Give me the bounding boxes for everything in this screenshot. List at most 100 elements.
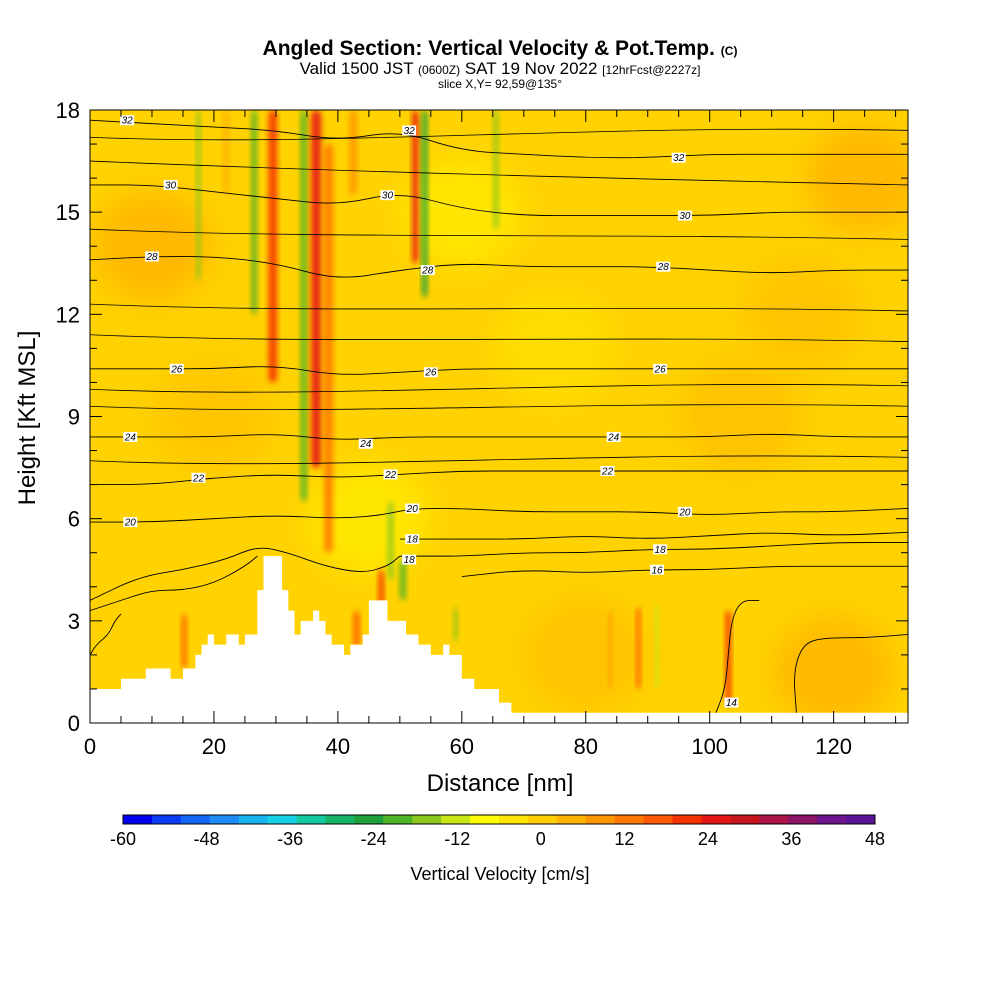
contour-label-bg	[677, 506, 692, 517]
colorbar-swatch	[614, 815, 645, 824]
contour-label-bg	[358, 438, 373, 449]
contour-label-bg	[402, 125, 417, 136]
y-tick-label: 0	[68, 711, 80, 736]
y-tick-label: 18	[56, 98, 80, 123]
velocity-column	[223, 110, 230, 196]
colorbar-tick-label: -36	[277, 829, 303, 849]
colorbar-label: Vertical Velocity [cm/s]	[410, 864, 589, 884]
chart-subtitle: Valid 1500 JST (0600Z) SAT 19 Nov 2022 […	[0, 60, 1000, 79]
contour-label-text: 28	[657, 262, 670, 273]
x-tick-label: 20	[202, 734, 226, 759]
colorbar-tick-label: -60	[110, 829, 136, 849]
theta-contour-26	[90, 366, 908, 375]
contour-label-bg	[671, 152, 686, 163]
colorbar-tick-label: -12	[444, 829, 470, 849]
velocity-column	[421, 110, 428, 298]
contour-label-text: 20	[124, 518, 137, 529]
chart-title-main: Angled Section: Vertical Velocity & Pot.…	[262, 37, 715, 60]
subtitle-forecast-info: [12hrFcst@2227z]	[602, 63, 701, 77]
x-tick-label: 100	[691, 734, 728, 759]
velocity-column	[324, 144, 333, 553]
y-tick-label: 9	[68, 405, 80, 430]
colorbar-swatch	[238, 815, 269, 824]
y-axis-label: Height [Kft MSL]	[14, 331, 41, 506]
x-tick-label: 0	[84, 734, 96, 759]
contour-label-bg	[144, 251, 159, 262]
colorbar-swatch	[788, 815, 818, 824]
velocity-column	[349, 110, 358, 196]
contour-label-bg	[402, 554, 417, 565]
theta-contour-14	[715, 599, 760, 713]
contour-label-bg	[405, 503, 420, 514]
x-axis: 0 20 40 60 80 100 120	[84, 110, 897, 759]
field-blob	[91, 191, 212, 302]
velocity-column	[311, 110, 322, 468]
velocity-column	[196, 110, 201, 281]
x-tick-label: 80	[574, 734, 598, 759]
x-tick-label: 120	[815, 734, 852, 759]
field-blob	[680, 361, 801, 472]
theta-contour-minor	[90, 160, 908, 186]
contour-label-bg	[420, 265, 435, 276]
field-blobs	[91, 123, 908, 723]
velocity-column	[493, 110, 499, 230]
colorbar-swatch	[759, 815, 789, 824]
contour-label: 24	[606, 431, 621, 443]
colorbar-swatch	[730, 815, 760, 824]
colorbar-swatch	[412, 815, 442, 824]
contour-label: 14	[724, 697, 739, 709]
y-axis: 0 3 6 9 12 15 18	[56, 98, 908, 736]
contour-label-bg	[724, 697, 739, 708]
terrain	[90, 556, 908, 723]
contour-label-text: 32	[673, 153, 685, 164]
contour-label-bg	[653, 544, 668, 555]
contour-label-text: 22	[384, 470, 397, 481]
contour-label-bg	[653, 363, 668, 374]
contour-label-text: 26	[170, 364, 183, 375]
contour-label-text: 28	[145, 252, 158, 263]
contour-label: 32	[402, 125, 417, 137]
contour-label-text: 20	[678, 507, 691, 518]
colorbar-swatch	[701, 815, 731, 824]
contour-label-text: 30	[165, 180, 177, 191]
colorbar-tick-label: 24	[698, 829, 718, 849]
field-blob	[401, 157, 522, 268]
contour-label: 28	[656, 261, 671, 273]
slice-label: slice X,Y= 92,59@135°	[437, 77, 563, 91]
theta-contour-22	[90, 470, 908, 486]
velocity-column	[251, 110, 258, 315]
contour-label: 32	[671, 152, 686, 164]
colorbar-swatch	[672, 815, 702, 824]
field-blob	[742, 259, 863, 370]
theta-contour-minor	[90, 228, 908, 240]
colorbar-swatch	[643, 815, 674, 824]
velocity-column	[453, 607, 458, 642]
colorbar-swatch	[151, 815, 182, 824]
colorbar-swatch	[123, 815, 153, 824]
vertical-motion-columns	[181, 110, 732, 706]
contour-label: 30	[380, 190, 395, 202]
theta-contour-18	[399, 531, 908, 540]
colorbar-swatch	[527, 815, 558, 824]
contour-label-bg	[169, 363, 184, 374]
colorbar-swatch	[556, 815, 587, 824]
contour-label: 30	[677, 210, 692, 222]
contour-label-text: 20	[406, 504, 419, 515]
colorbar: -60 -48 -36 -24 -12 0 12 24 36 48	[110, 814, 885, 849]
contour-label-bg	[606, 431, 621, 442]
contour-label-text: 24	[607, 432, 620, 443]
contour-label: 20	[677, 506, 692, 518]
contour-label-text: 32	[404, 126, 416, 137]
theta-contour-14	[90, 613, 122, 656]
y-tick-label: 15	[56, 200, 80, 225]
theta-contour-14	[794, 634, 908, 713]
theta-contour-minor	[90, 303, 908, 312]
contour-label-text: 22	[192, 473, 205, 484]
contour-label: 32	[120, 115, 135, 127]
contour-label-text: 26	[654, 364, 667, 375]
colorbar-swatch	[846, 815, 876, 824]
contour-label-bg	[123, 517, 138, 528]
theta-contours	[90, 119, 908, 713]
contour-label: 26	[423, 367, 438, 379]
contour-label: 20	[405, 503, 420, 515]
